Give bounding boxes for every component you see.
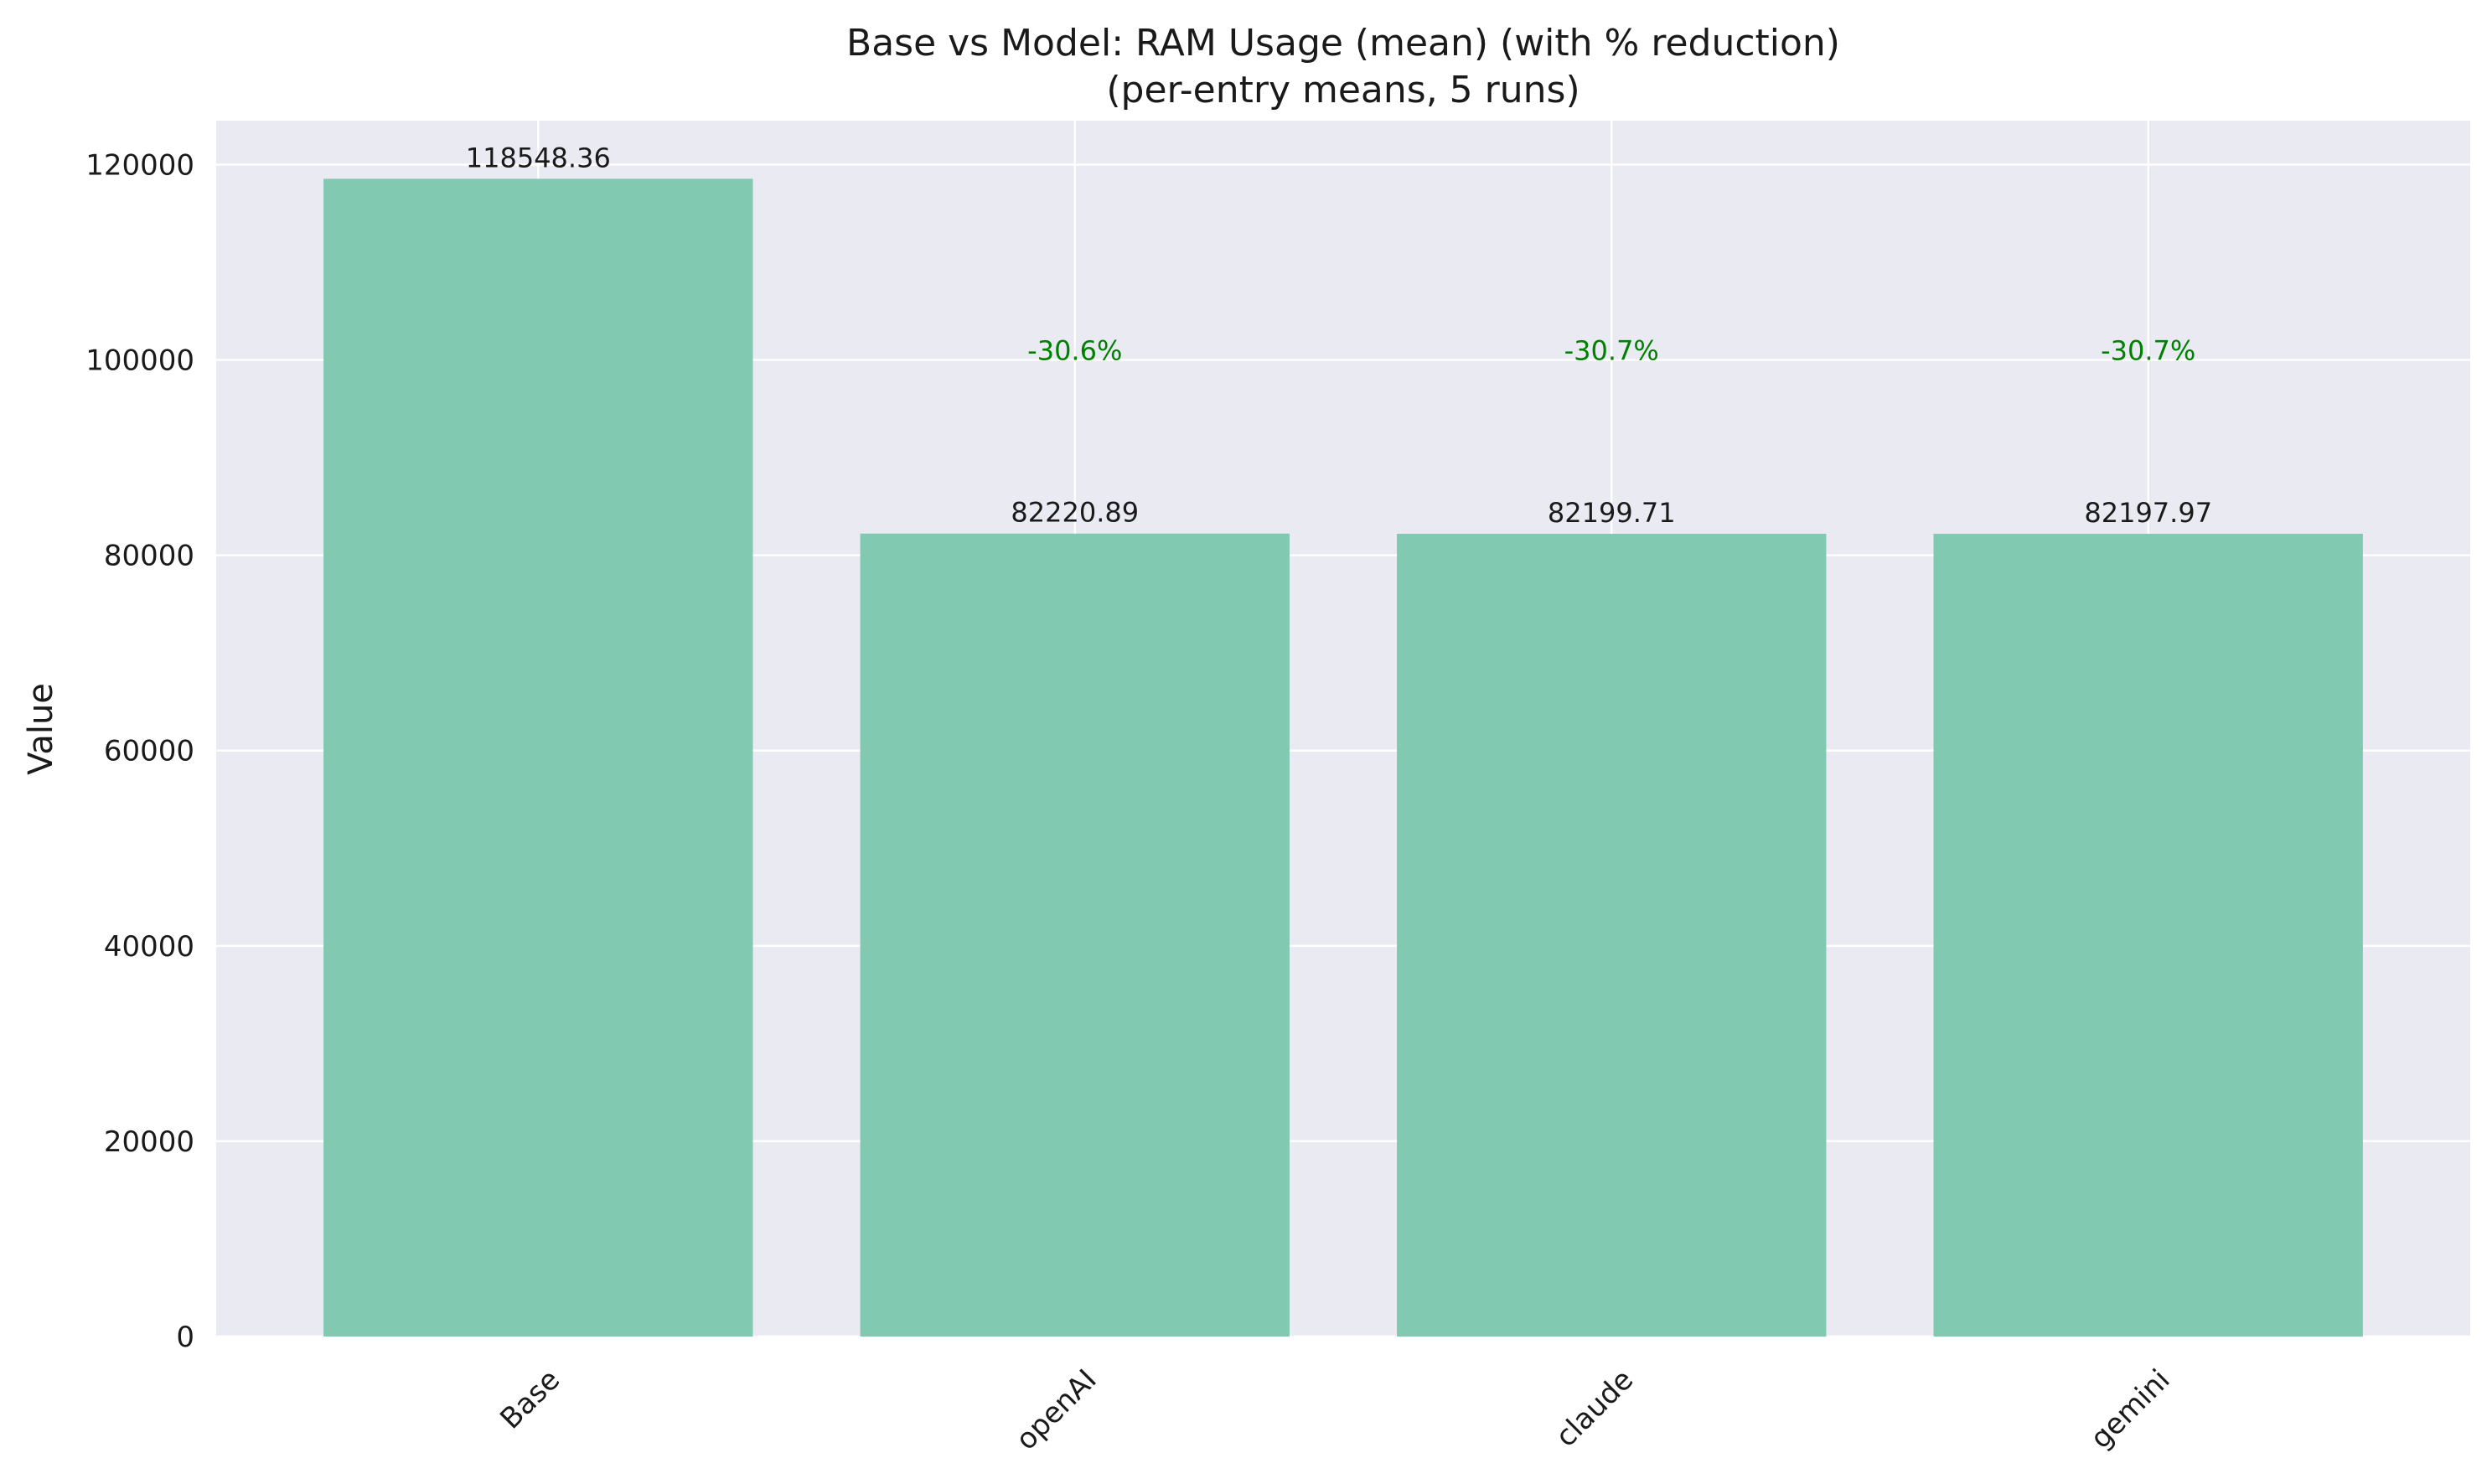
y-tick-label: 80000 (104, 540, 194, 573)
value-label-gemini: 82197.97 (2084, 497, 2212, 529)
bars (323, 178, 2363, 1337)
bar-gemini (1933, 534, 2363, 1337)
y-tick-label: 40000 (104, 930, 194, 964)
bar-openai (860, 533, 1290, 1337)
bar-claude (1397, 533, 1827, 1337)
y-axis-ticks: 0 20000 40000 60000 80000 100000 120000 (85, 148, 194, 1354)
y-tick-label: 120000 (85, 148, 194, 182)
reduction-label-claude: -30.7% (1564, 335, 1659, 367)
value-label-openai: 82220.89 (1011, 497, 1139, 529)
chart-subtitle: (per-entry means, 5 runs) (1106, 69, 1580, 111)
bar-base (323, 178, 753, 1337)
reduction-label-openai: -30.6% (1027, 335, 1122, 367)
y-tick-label: 20000 (104, 1125, 194, 1159)
y-axis-label: Value (22, 683, 60, 775)
bar-labels: 118548.36 82220.89 -30.6% 82199.71 -30.7% 821… (466, 142, 2212, 529)
value-label-base: 118548.36 (466, 142, 611, 173)
y-tick-label: 60000 (104, 735, 194, 768)
chart-title: Base vs Model: RAM Usage (mean) (with % … (846, 22, 1840, 65)
reduction-label-gemini: -30.7% (2101, 335, 2195, 367)
value-label-claude: 82199.71 (1548, 497, 1676, 529)
y-tick-label: 100000 (85, 344, 194, 378)
y-tick-label: 0 (176, 1321, 194, 1354)
